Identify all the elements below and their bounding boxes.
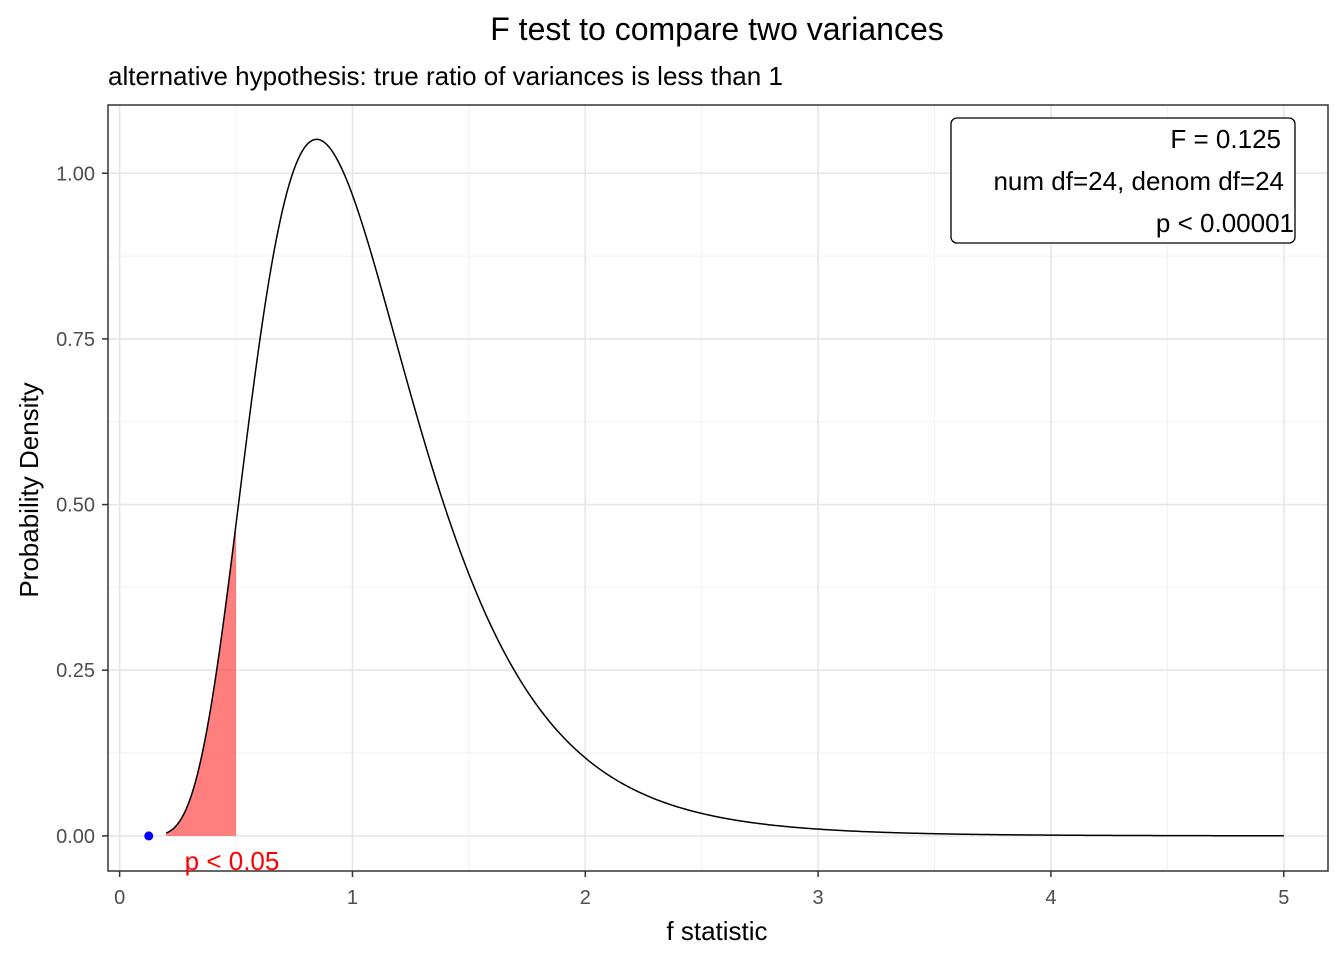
density-curve-layer — [165, 138, 1284, 837]
density-curve — [165, 138, 1284, 837]
stats-box-frame — [950, 117, 1296, 244]
chart-subtitle: alternative hypothesis: true ratio of va… — [108, 61, 783, 91]
y-axis-title: Probability Density — [14, 382, 44, 597]
x-axis-title: f statistic — [666, 916, 767, 946]
stats-degrees-of-freedom: num df=24, denom df=24 — [993, 166, 1284, 196]
observed-f-point — [144, 831, 154, 841]
y-tick-label: 0.00 — [56, 826, 95, 848]
y-tick-label: 1.00 — [56, 163, 95, 185]
x-tick-label: 2 — [580, 887, 591, 909]
grid — [108, 105, 1328, 871]
rejection-area — [166, 524, 237, 836]
x-tick-label: 0 — [114, 887, 125, 909]
y-tick-label: 0.75 — [56, 329, 95, 351]
x-tick-label: 4 — [1045, 887, 1056, 909]
stats-f-value: F = 0.125 — [1170, 124, 1281, 154]
rejection-region-label: p < 0.05 — [185, 846, 280, 876]
x-tick-label: 5 — [1278, 887, 1289, 909]
stats-p-value: p < 0.00001 — [1156, 208, 1294, 238]
x-tick-label: 3 — [813, 887, 824, 909]
x-tick-label: 1 — [347, 887, 358, 909]
rejection-region — [166, 524, 237, 836]
plot-panel-border — [107, 104, 1329, 872]
y-axis: 0.00 0.25 0.50 0.75 1.00 — [56, 163, 108, 848]
observed-statistic-layer — [144, 831, 154, 841]
y-tick-label: 0.50 — [56, 495, 95, 517]
chart-title: F test to compare two variances — [490, 11, 944, 47]
x-axis: 0 1 2 3 4 5 — [114, 871, 1289, 909]
y-tick-label: 0.25 — [56, 660, 95, 682]
stats-box: F = 0.125 num df=24, denom df=24 p < 0.0… — [950, 117, 1296, 244]
